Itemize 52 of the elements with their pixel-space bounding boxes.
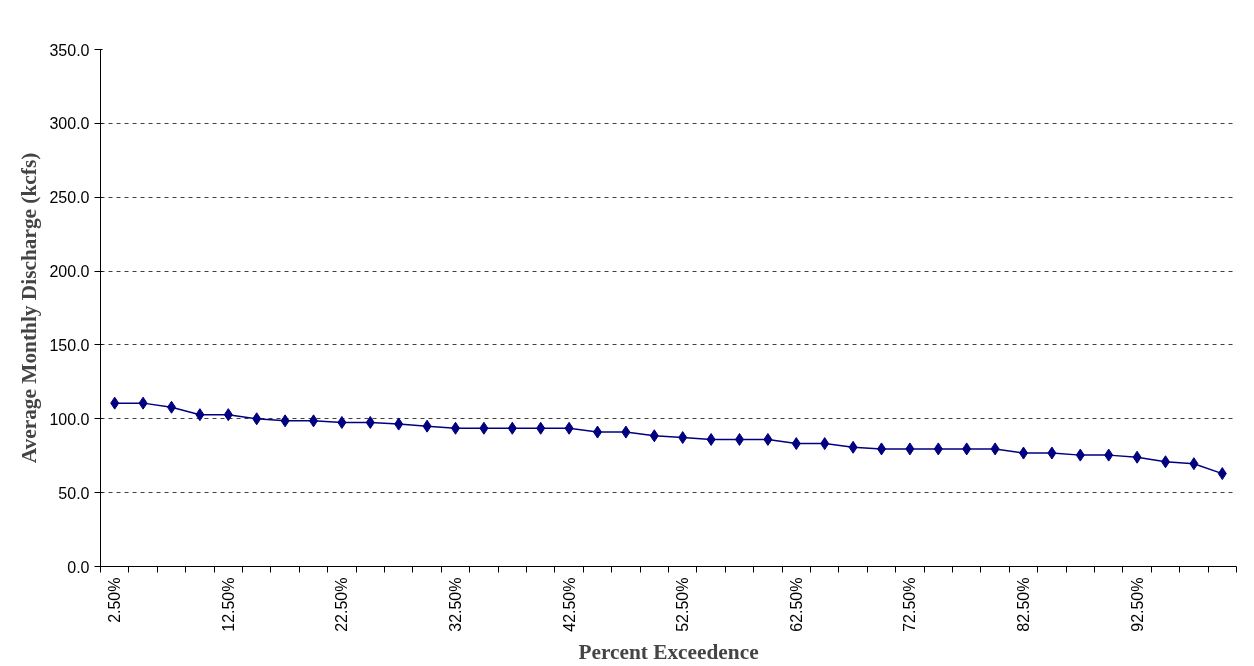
- point: [223, 408, 233, 422]
- point: [706, 432, 716, 446]
- point: [138, 396, 148, 410]
- point: [1047, 446, 1057, 460]
- x-tick-label: 42.50%: [560, 577, 578, 632]
- x-axis-title: Percent Exceedence: [578, 639, 759, 664]
- y-tick-label: 200.0: [49, 263, 90, 281]
- x-tick-label: 82.50%: [1015, 577, 1032, 632]
- x-tick-label: 12.50%: [219, 577, 237, 632]
- point: [962, 442, 972, 456]
- point: [337, 415, 347, 429]
- point: [536, 421, 546, 435]
- point: [507, 421, 517, 435]
- y-tick-label: 300.0: [49, 115, 90, 133]
- point: [1075, 448, 1085, 462]
- x-tick-label: 62.50%: [787, 577, 805, 632]
- point: [848, 440, 858, 454]
- y-tick-label: 250.0: [49, 189, 90, 207]
- point: [933, 442, 943, 456]
- y-tick-label: 350.0: [49, 41, 90, 59]
- point: [252, 412, 262, 426]
- point: [820, 437, 830, 451]
- x-tick-label: 22.50%: [333, 577, 351, 632]
- y-tick-label: 50.0: [58, 484, 90, 502]
- y-tick-label: 150.0: [49, 336, 90, 354]
- point: [791, 437, 801, 451]
- x-tick-label: 52.50%: [674, 577, 692, 632]
- point: [394, 417, 404, 431]
- point: [621, 425, 631, 439]
- point: [479, 421, 489, 435]
- point: [1217, 467, 1227, 481]
- point: [763, 432, 773, 446]
- y-tick-label: 0.0: [67, 558, 90, 576]
- x-tick-label: 32.50%: [447, 577, 464, 632]
- point: [280, 414, 290, 428]
- point: [195, 408, 205, 422]
- x-tick-label: 72.50%: [901, 577, 919, 632]
- point: [422, 419, 432, 433]
- x-tick-label: 92.50%: [1128, 577, 1146, 632]
- point: [110, 396, 120, 410]
- y-tick-label: 100.0: [49, 410, 90, 428]
- x-tick-label: 2.50%: [106, 577, 124, 623]
- point: [905, 442, 915, 456]
- point: [649, 429, 659, 443]
- point: [1132, 450, 1142, 464]
- point: [678, 431, 688, 445]
- point: [1104, 448, 1114, 462]
- point: [1189, 457, 1199, 471]
- point: [365, 415, 375, 429]
- y-axis-title: Average Monthly Discharge (kcfs): [17, 152, 42, 464]
- point: [564, 421, 574, 435]
- point: [990, 442, 1000, 456]
